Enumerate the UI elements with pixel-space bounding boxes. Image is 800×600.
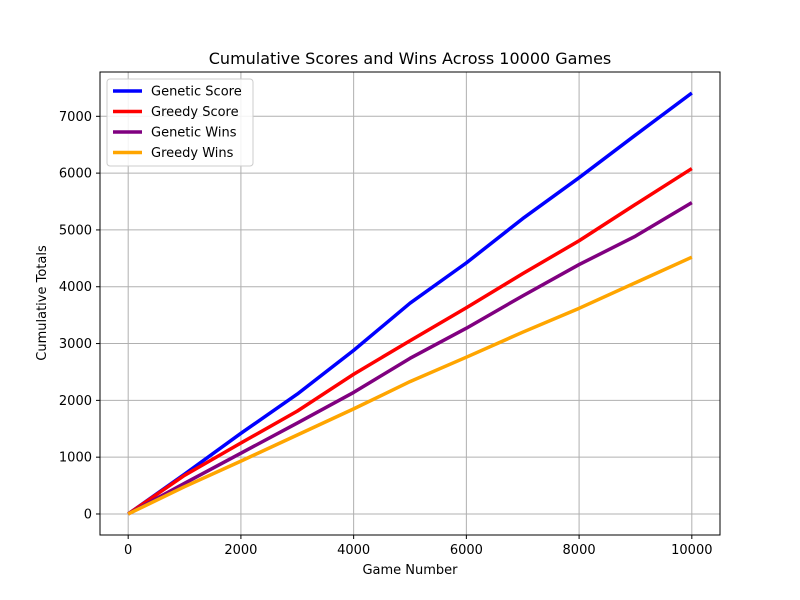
x-tick-label: 6000: [450, 543, 483, 558]
y-tick-label: 1000: [59, 451, 92, 466]
legend: Genetic Score Greedy Score Genetic Wins Gre…: [106, 78, 254, 167]
y-tick-label: 3000: [59, 337, 92, 352]
y-tick-label: 5000: [59, 223, 92, 238]
plot-frame: [99, 71, 721, 536]
x-tick-label: 4000: [337, 543, 370, 558]
y-tick-label: 6000: [59, 167, 92, 182]
series-lines: [127, 91, 693, 516]
y-axis-label: Cumulative Totals: [35, 245, 50, 361]
y-tick-label: 4000: [59, 280, 92, 295]
y-tick-label: 2000: [59, 394, 92, 409]
axis-ticks: 0 2000 4000 6000 8000 10000 0 1000 2000 3000 4000 5…: [59, 110, 713, 558]
x-tick-label: 2000: [224, 543, 257, 558]
legend-label-genetic-wins: Genetic Wins: [151, 126, 237, 141]
legend-label-genetic-score: Genetic Score: [151, 85, 242, 100]
x-tick-label: 8000: [563, 543, 596, 558]
legend-label-greedy-wins: Greedy Wins: [151, 146, 234, 161]
y-tick-label: 0: [84, 507, 92, 522]
legend-box: [106, 78, 254, 167]
series-line-greedy-wins: [127, 255, 693, 516]
chart-title: Cumulative Scores and Wins Across 10000 …: [209, 49, 612, 68]
series-line-genetic-wins: [127, 201, 693, 516]
series-line-greedy-score: [127, 167, 693, 516]
grid-lines: [100, 72, 720, 535]
series-line-genetic-score: [127, 91, 693, 516]
x-tick-label: 0: [124, 543, 132, 558]
y-tick-label: 7000: [59, 110, 92, 125]
x-axis-label: Game Number: [362, 563, 458, 578]
legend-label-greedy-score: Greedy Score: [151, 105, 239, 120]
x-tick-label: 10000: [671, 543, 712, 558]
